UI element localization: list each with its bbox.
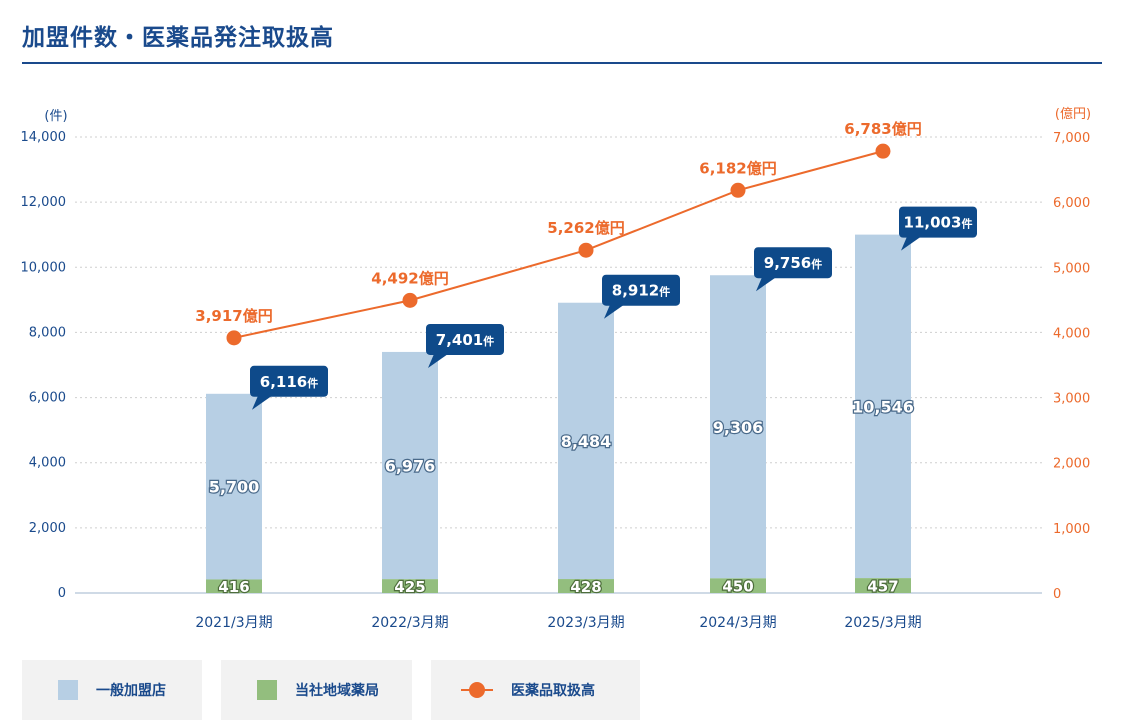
line-point [578, 242, 594, 258]
bar-general-store [710, 275, 766, 579]
x-tick-label: 2023/3月期 [547, 615, 624, 631]
bar-own-pharmacy [206, 579, 262, 593]
x-tick-label: 2025/3月期 [844, 615, 921, 631]
bar-label-general-store: 5,700 [209, 478, 260, 497]
y-left-tick-label: 2,000 [29, 521, 66, 536]
bar-own-pharmacy [855, 578, 911, 593]
total-callout-pointer [604, 304, 624, 319]
bar-label-general-store: 9,306 [713, 418, 764, 437]
y-left-unit: (件) [44, 109, 67, 124]
combo-chart: 14,000 12,000 10,000 8,000 6,000 4,000 2,000 0 7… [21, 106, 1092, 631]
bar-general-store [206, 393, 262, 580]
y-right-tick-label: 1,000 [1053, 522, 1090, 537]
bar-general-store [855, 234, 911, 579]
legend-swatch-general-store [58, 680, 78, 700]
bar-label-own-pharmacy: 450 [722, 578, 753, 596]
total-callout-box [754, 247, 832, 279]
total-callout-label: 6,116件 [260, 373, 318, 391]
total-callout-label: 8,912件 [612, 282, 670, 300]
y-left-tick-label: 4,000 [29, 456, 66, 471]
bar-label-general-store: 8,484 [561, 432, 612, 451]
line-value-label: 4,492億円 [371, 269, 448, 287]
y-left-tick-label: 12,000 [21, 195, 67, 210]
line-value-label: 6,783億円 [844, 120, 921, 138]
line-point [402, 292, 418, 308]
y-left-tick-label: 14,000 [21, 130, 67, 145]
total-callout-box [899, 206, 977, 238]
total-callout-pointer [252, 395, 272, 410]
chart-line: 3,917億円 4,492億円 5,262億円 6,182億円 6,783億円 [195, 120, 922, 346]
y-left-tick-label: 0 [58, 586, 66, 601]
bar-label-general-store: 6,976 [385, 457, 436, 476]
y-left-tick-label: 8,000 [29, 325, 66, 340]
line-value-label: 3,917億円 [195, 307, 272, 325]
bar-label-own-pharmacy: 457 [867, 578, 898, 596]
y-right-tick-label: 6,000 [1053, 196, 1090, 211]
line-point [226, 330, 242, 346]
chart-bars: 5,700 416 6,976 425 8,484 428 9,306 450 10,546 45… [206, 234, 915, 597]
legend-label-general-store: 一般加盟店 [96, 683, 166, 699]
bar-own-pharmacy [382, 579, 438, 593]
x-tick-label: 2022/3月期 [371, 615, 448, 631]
x-tick-label: 2021/3月期 [195, 615, 272, 631]
legend-swatch-own-pharmacy [257, 680, 277, 700]
bar-label-general-store: 10,546 [852, 397, 914, 416]
title-underline [22, 62, 1102, 64]
legend-item-general-store: 一般加盟店 [22, 660, 202, 720]
total-callout-box [250, 365, 328, 397]
total-callout-label: 7,401件 [436, 331, 494, 349]
line-point [730, 182, 746, 198]
legend-item-drug-handling: 医薬品取扱高 [431, 660, 640, 720]
y-right-tick-label: 0 [1053, 587, 1061, 602]
line-value-label: 6,182億円 [699, 159, 776, 177]
total-callout-pointer [428, 353, 448, 368]
y-right-tick-label: 3,000 [1053, 392, 1090, 407]
legend-label-drug-handling: 医薬品取扱高 [511, 683, 595, 699]
y-right-tick-label: 7,000 [1053, 131, 1090, 146]
legend-item-own-pharmacy: 当社地域薬局 [221, 660, 412, 720]
legend-swatch-drug-handling [461, 680, 493, 700]
bar-own-pharmacy [710, 578, 766, 593]
bar-label-own-pharmacy: 428 [570, 578, 601, 596]
total-callout-pointer [756, 277, 776, 292]
total-callout-box [602, 274, 680, 306]
y-right-tick-label: 2,000 [1053, 457, 1090, 472]
y-left-tick-label: 6,000 [29, 391, 66, 406]
total-callout-label: 9,756件 [764, 254, 822, 272]
y-right-unit: (億円) [1055, 106, 1091, 122]
bar-own-pharmacy [558, 579, 614, 593]
bar-general-store [558, 302, 614, 580]
legend-label-own-pharmacy: 当社地域薬局 [295, 683, 379, 699]
page-title: 加盟件数・医薬品発注取扱高 [22, 25, 334, 51]
chart-callouts: 6,116件 7,401件 8,912件 9,756件 11,003件 [250, 206, 977, 410]
bar-label-own-pharmacy: 425 [394, 578, 425, 596]
y-right-tick-label: 5,000 [1053, 261, 1090, 276]
chart-axes: 14,000 12,000 10,000 8,000 6,000 4,000 2,000 0 7… [21, 106, 1092, 631]
x-tick-label: 2024/3月期 [699, 615, 776, 631]
total-callout-label: 11,003件 [904, 214, 973, 232]
y-right-tick-label: 4,000 [1053, 326, 1090, 341]
total-callout-pointer [901, 236, 921, 251]
y-left-tick-label: 10,000 [21, 260, 67, 275]
line-value-label: 5,262億円 [547, 219, 624, 237]
bar-general-store [382, 351, 438, 580]
line-point [875, 143, 891, 159]
total-callout-box [426, 323, 504, 355]
bar-label-own-pharmacy: 416 [218, 578, 249, 596]
